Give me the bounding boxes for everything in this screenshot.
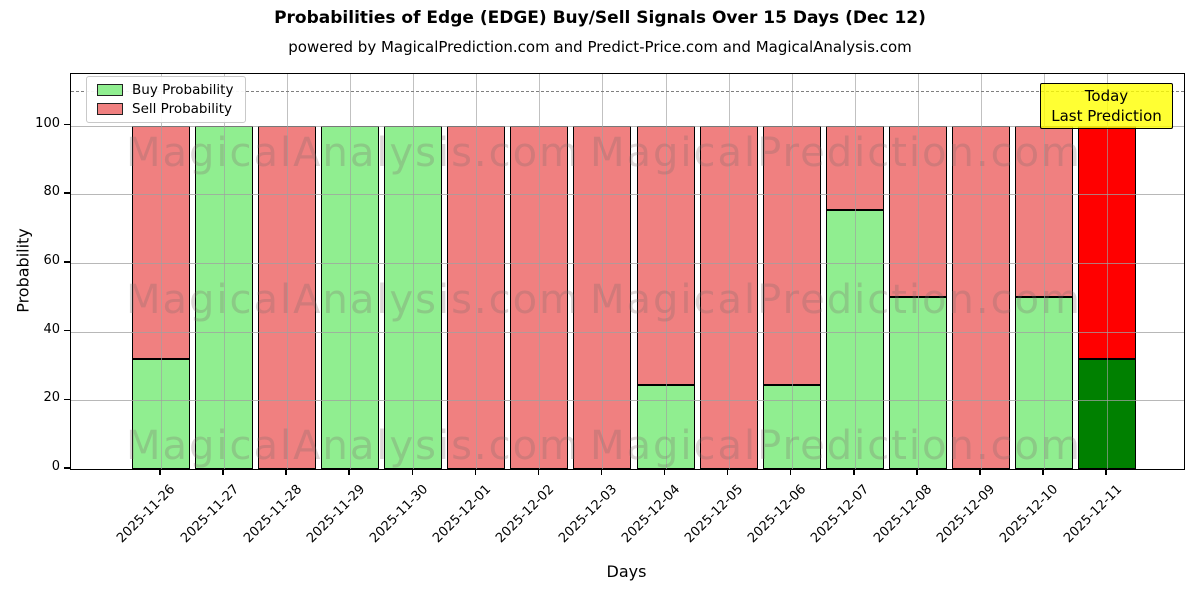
vertical-gridline (161, 74, 162, 469)
chart-subtitle: powered by MagicalPrediction.com and Pre… (288, 38, 912, 56)
vertical-gridline (476, 74, 478, 469)
x-tick-mark (853, 469, 855, 475)
x-tick-mark (537, 469, 540, 475)
y-tick-label: 20 (43, 390, 60, 406)
x-tick-label: 2025-11-29 (303, 482, 368, 547)
horizontal-gridline (71, 262, 1184, 264)
x-tick-mark (600, 469, 603, 475)
x-tick-label: 2025-12-02 (492, 482, 558, 547)
y-tick-mark (64, 398, 70, 401)
y-tick-label: 80 (43, 184, 60, 200)
x-tick-label: 2025-12-11 (1060, 482, 1125, 547)
x-tick-mark (789, 469, 792, 475)
x-tick-mark (222, 469, 224, 475)
x-tick-mark (285, 469, 287, 475)
vertical-gridline (917, 74, 919, 469)
chart-title: Probabilities of Edge (EDGE) Buy/Sell Si… (274, 8, 926, 28)
horizontal-gridline (71, 125, 1184, 127)
y-tick-label: 60 (43, 252, 60, 268)
legend-item-sell-swatch (97, 103, 123, 115)
today-annotation-line1: Today (1084, 87, 1129, 105)
vertical-gridline (854, 74, 856, 469)
vertical-gridline (602, 74, 604, 469)
legend-item-buy: Buy Probability (87, 82, 245, 98)
x-tick-label: 2025-11-30 (366, 482, 431, 547)
watermark-text: MagicalAnalysis.com (125, 423, 581, 469)
grid-layer (71, 74, 1184, 469)
watermark-text: MagicalPrediction.com (590, 130, 1082, 176)
x-tick-label: 2025-12-09 (934, 482, 999, 547)
x-tick-mark (1042, 469, 1044, 475)
vertical-gridline (791, 74, 793, 469)
horizontal-gridline (71, 400, 1184, 402)
watermark-text: MagicalAnalysis.com (125, 277, 581, 323)
x-tick-label: 2025-12-05 (682, 482, 747, 547)
x-tick-label: 2025-12-03 (556, 482, 621, 547)
vertical-gridline (287, 74, 289, 469)
x-tick-label: 2025-12-07 (808, 482, 873, 547)
y-tick-mark (64, 261, 70, 263)
x-tick-label: 2025-12-10 (997, 482, 1062, 547)
vertical-gridline (224, 74, 226, 469)
horizontal-gridline (71, 331, 1184, 333)
watermark-text: MagicalAnalysis.com (125, 130, 581, 176)
y-tick-label: 100 (35, 115, 60, 131)
x-tick-label: 2025-12-06 (745, 482, 810, 547)
y-tick-mark (64, 467, 70, 469)
y-tick-mark (64, 329, 70, 332)
y-tick-mark (64, 123, 70, 126)
legend-item-sell-label: Sell Probability (132, 101, 233, 117)
x-tick-mark (411, 469, 414, 475)
x-tick-mark (663, 469, 666, 475)
vertical-gridline (980, 74, 982, 469)
watermark-text: MagicalPrediction.com (590, 277, 1082, 323)
x-tick-mark (726, 469, 729, 475)
x-tick-label: 2025-12-08 (871, 482, 936, 547)
x-tick-label: 2025-11-26 (114, 482, 179, 547)
y-tick-mark (64, 192, 70, 194)
watermark-layer: MagicalAnalysis.com MagicalPrediction.com… (71, 74, 1184, 469)
legend-item-buy-swatch (97, 84, 123, 96)
x-tick-mark (348, 469, 350, 475)
x-tick-label: 2025-11-27 (177, 482, 242, 547)
vertical-gridline (350, 74, 352, 469)
plot-area: MagicalAnalysis.com MagicalPrediction.com… (70, 73, 1185, 470)
legend-item-buy-label: Buy Probability (132, 82, 234, 98)
y-tick-label: 40 (43, 321, 60, 337)
vertical-gridline (539, 74, 541, 469)
x-axis-label: Days (606, 562, 647, 581)
horizontal-gridline (71, 194, 1184, 196)
x-tick-mark (159, 469, 161, 475)
vertical-gridline (1107, 74, 1109, 469)
upper-dashed-line (71, 91, 1184, 93)
x-tick-mark (474, 469, 477, 475)
x-tick-label: 2025-12-04 (619, 482, 684, 547)
x-tick-label: 2025-11-28 (240, 482, 305, 547)
x-tick-mark (1105, 469, 1107, 475)
y-tick-label: 0 (51, 459, 60, 474)
x-tick-mark (979, 469, 981, 475)
vertical-gridline (728, 74, 730, 469)
vertical-gridline (665, 74, 667, 469)
vertical-gridline (1043, 74, 1045, 469)
watermark-text: MagicalPrediction.com (590, 423, 1082, 469)
x-tick-label: 2025-12-01 (429, 482, 494, 547)
x-tick-mark (916, 469, 918, 475)
today-annotation: Today Last Prediction (1040, 83, 1173, 129)
legend: Buy Probability Sell Probability (86, 76, 246, 123)
legend-item-sell: Sell Probability (87, 101, 245, 117)
today-annotation-line2: Last Prediction (1051, 107, 1162, 125)
vertical-gridline (413, 74, 415, 469)
